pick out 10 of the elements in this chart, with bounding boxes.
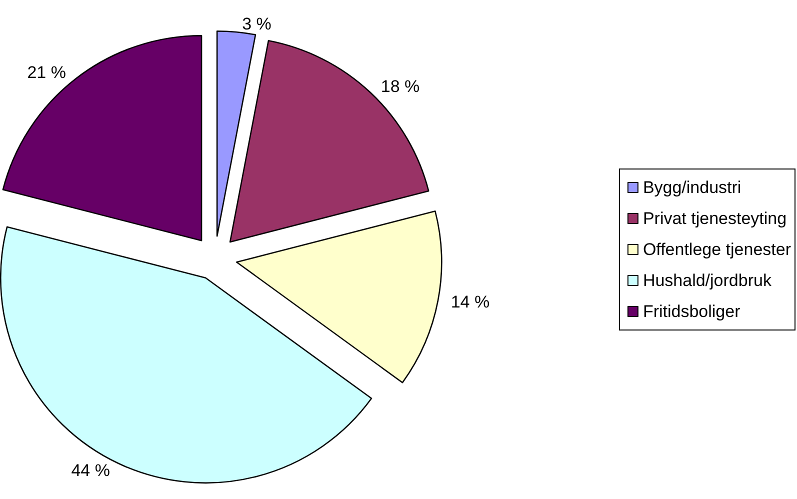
legend-label: Bygg/industri — [642, 178, 742, 197]
legend-label: Offentlege tjenester — [642, 240, 792, 259]
data-label: 18 % — [380, 77, 420, 96]
legend-label: Privat tjenesteyting — [642, 209, 787, 228]
legend-label: Fritidsboliger — [642, 302, 741, 321]
data-label: 21 % — [27, 62, 66, 82]
legend-label: Hushald/jordbruk — [642, 271, 772, 290]
data-label: 44 % — [71, 461, 110, 480]
data-label: 14 % — [450, 292, 490, 312]
data-label: 3 % — [242, 14, 272, 34]
